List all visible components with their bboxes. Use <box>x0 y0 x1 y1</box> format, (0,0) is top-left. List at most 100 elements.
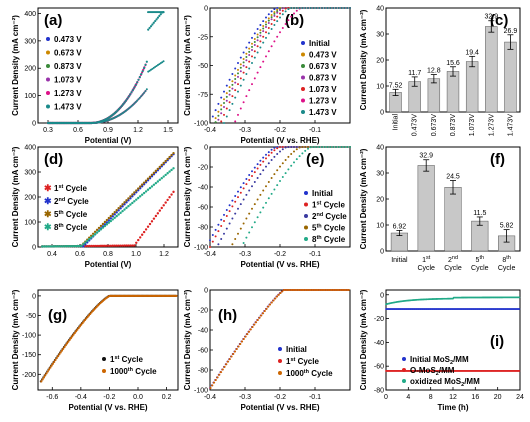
curve-point <box>68 245 71 248</box>
legend-marker: ✱ <box>44 196 52 206</box>
y-tick-label: 400 <box>24 145 36 152</box>
curve-point <box>131 193 134 196</box>
y-axis-label: Current Density (mA cm⁻²) <box>359 9 368 110</box>
curve-point <box>42 245 46 248</box>
curve-point <box>276 20 279 23</box>
curve-point <box>337 7 340 9</box>
curve-point <box>56 355 60 358</box>
curve-point <box>298 289 301 291</box>
curve-point <box>217 230 220 233</box>
curve-point <box>93 230 97 234</box>
curve-point <box>259 66 262 69</box>
legend-marker <box>304 237 308 241</box>
x-axis-label: Time (h) <box>438 403 469 412</box>
text-part: Cycle <box>65 197 89 206</box>
curve-point <box>273 155 276 158</box>
curve-point <box>270 158 273 161</box>
curve-point <box>117 207 120 210</box>
curve-point <box>284 10 287 13</box>
curve-point <box>168 196 171 199</box>
curve-point <box>225 115 228 118</box>
curve-point <box>276 10 279 13</box>
text-part: 1 <box>422 257 426 264</box>
bar <box>427 78 441 113</box>
curve-point <box>347 289 350 291</box>
y-axis-label: Current Density (mA cm⁻²) <box>11 289 20 390</box>
text-part: Initial MoS <box>410 355 451 364</box>
curve-point <box>315 146 318 148</box>
curve-point <box>119 211 122 215</box>
bar <box>485 26 498 113</box>
x-tick-label: 8 <box>429 394 433 401</box>
curve-point <box>270 10 273 13</box>
curve-point <box>115 208 118 212</box>
curve-point <box>46 370 49 373</box>
curve-point <box>152 183 156 186</box>
curve-point <box>154 181 158 185</box>
curve-point <box>158 14 161 18</box>
y-tick-label: 0 <box>204 288 208 295</box>
curve-point <box>127 95 130 98</box>
curve-point <box>158 209 161 212</box>
curve-point <box>146 225 150 228</box>
curve-point <box>262 30 265 33</box>
curve-point <box>267 13 270 16</box>
curve-point <box>253 43 256 46</box>
curve-point <box>259 173 262 176</box>
curve-point <box>253 77 256 80</box>
y-tick-label: 30 <box>376 32 384 39</box>
curve-point <box>211 234 214 237</box>
curve-point <box>314 289 317 291</box>
curve-point <box>129 244 132 247</box>
legend-marker <box>301 52 305 57</box>
curve-point <box>70 244 73 248</box>
curve-point <box>265 55 267 58</box>
curve-point <box>245 236 248 239</box>
y-tick-label: -100 <box>194 245 208 252</box>
text-part: st <box>316 201 321 207</box>
curve-point <box>147 28 150 31</box>
curve-point <box>234 67 237 70</box>
curve-point <box>109 244 113 247</box>
curve-point <box>59 351 62 354</box>
curve-point <box>234 81 237 84</box>
curve-point <box>256 28 259 31</box>
curve-point <box>135 189 138 192</box>
curve-point <box>245 59 248 62</box>
curve-point <box>124 99 128 102</box>
curve-point <box>267 32 270 35</box>
text-part: th <box>506 255 511 261</box>
curve-point <box>318 7 321 9</box>
category-label: Initial <box>391 257 408 264</box>
curve-point <box>290 164 293 167</box>
curve-point <box>220 237 223 240</box>
curve-point <box>144 63 147 67</box>
curve-point <box>140 73 143 76</box>
legend-label: 1000th Cycle <box>286 369 333 378</box>
curve-point <box>279 31 281 34</box>
curve-point <box>135 241 138 244</box>
curve-point <box>156 167 160 171</box>
curve-point <box>262 206 265 209</box>
curve-point <box>256 167 259 170</box>
category-label: Cycle <box>444 265 462 272</box>
curve-point <box>237 90 239 93</box>
curve-point <box>127 244 130 247</box>
y-tick-label: -20 <box>198 308 208 315</box>
curve-point <box>119 205 122 208</box>
curve-point <box>251 170 253 173</box>
curve-point <box>319 289 322 291</box>
curve-point <box>145 88 148 91</box>
panel-d: 0 100 200 300 400 0.4 0.6 0.8 1.0 1.2 Potential (V… <box>11 145 179 269</box>
curve-point <box>93 244 97 248</box>
curve-point <box>223 90 225 93</box>
curve-point <box>248 330 251 333</box>
curve-point <box>121 244 124 247</box>
y-tick-label: 20 <box>376 58 384 65</box>
y-tick-label: -80 <box>374 388 384 395</box>
curve-point <box>220 108 223 111</box>
curve-point <box>288 289 291 291</box>
curve-point <box>164 201 167 204</box>
curve-point <box>253 32 256 35</box>
